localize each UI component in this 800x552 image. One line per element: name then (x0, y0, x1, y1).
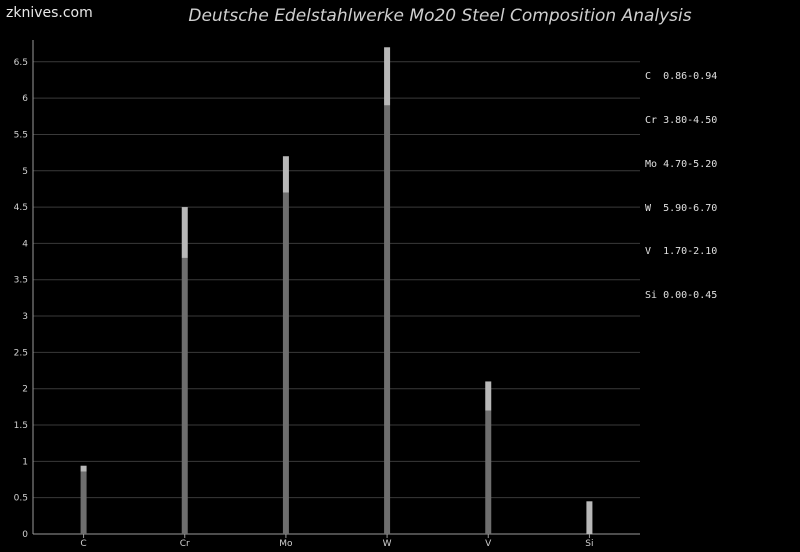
bar-range-w (384, 47, 391, 106)
legend: C 0.86-0.94 Cr 3.80-4.50 Mo 4.70-5.20 W … (645, 41, 717, 318)
x-tick-label: W (383, 539, 392, 549)
x-tick-label: Mo (279, 539, 293, 549)
legend-entry-w: W 5.90-6.70 (645, 202, 718, 214)
bar-range-c (80, 465, 87, 472)
y-tick-label: 4 (22, 239, 28, 249)
legend-entry-cr: Cr 3.80-4.50 (645, 114, 718, 126)
bar-min-w (384, 105, 391, 534)
legend-entry-c: C 0.86-0.94 (645, 71, 718, 83)
y-tick-label: 0.5 (14, 494, 28, 504)
bar-range-mo (282, 156, 289, 193)
bar-min-v (485, 410, 492, 534)
bar-range-cr (181, 207, 188, 258)
bar-range-v (485, 381, 492, 411)
y-tick-label: 4.5 (14, 203, 28, 213)
y-tick-label: 1.5 (14, 421, 28, 431)
y-tick-label: 3.5 (14, 276, 28, 286)
x-tick-label: C (80, 539, 86, 549)
y-tick-label: 5.5 (14, 130, 28, 140)
y-tick-label: 2.5 (14, 348, 28, 358)
y-tick-label: 5 (22, 167, 28, 177)
y-tick-label: 2 (22, 385, 28, 395)
y-tick-label: 1 (22, 457, 28, 467)
y-tick-label: 0 (22, 530, 28, 540)
bar-range-si (586, 501, 593, 534)
x-tick-label: Cr (180, 539, 190, 549)
y-tick-label: 6 (22, 94, 28, 104)
bar-min-c (80, 471, 87, 534)
y-tick-label: 3 (22, 312, 28, 322)
bar-min-cr (181, 257, 188, 534)
x-tick-label: Si (585, 539, 593, 549)
legend-entry-v: V 1.70-2.10 (645, 246, 718, 258)
legend-entry-mo: Mo 4.70-5.20 (645, 158, 718, 170)
legend-entry-si: Si 0.00-0.45 (645, 290, 718, 302)
chart-title: Deutsche Edelstahlwerke Mo20 Steel Compo… (188, 6, 692, 26)
y-tick-label: 6.5 (14, 58, 28, 68)
x-tick-label: V (485, 539, 492, 549)
bar-min-mo (282, 192, 289, 534)
watermark: zknives.com (6, 5, 93, 21)
